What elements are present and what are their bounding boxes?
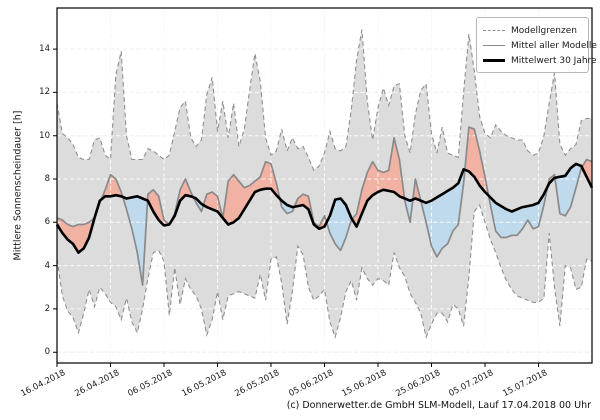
legend-label: Mittel aller Modelle (511, 40, 597, 51)
legend-item-model-mean: Mittel aller Modelle (483, 38, 597, 53)
y-axis-title: Mittlere Sonnenscheindauer [h] (12, 110, 24, 261)
y-tick-label: 10 (39, 130, 50, 141)
legend-label: Mittelwert 30 Jahre (511, 55, 597, 66)
dashed-line-icon (483, 30, 505, 31)
legend-item-climate-mean: Mittelwert 30 Jahre (483, 53, 597, 68)
legend-item-model-bounds: Modellgrenzen (483, 23, 582, 38)
legend: Modellgrenzen Mittel aller Modelle Mitte… (476, 17, 597, 73)
model-max-line (56, 29, 592, 172)
gray-line-icon (483, 45, 505, 46)
model-mean-line (56, 126, 593, 286)
model-min-line (56, 203, 593, 339)
y-tick-label: 6 (44, 217, 50, 228)
black-line-icon (483, 59, 505, 62)
axis-ticks (53, 48, 539, 367)
y-tick-label: 8 (44, 174, 50, 184)
climate-mean-30y-line (55, 162, 594, 254)
legend-label: Modellgrenzen (511, 25, 577, 36)
y-tick-label: 12 (39, 87, 50, 98)
y-tick-label: 14 (39, 44, 50, 55)
copyright-caption: (c) Donnerwetter.de GmbH SLM-Modell, Lau… (286, 400, 591, 411)
y-tick-label: 2 (44, 303, 50, 314)
y-tick-label: 0 (44, 347, 50, 358)
below-normal-fill (94, 163, 582, 286)
gridlines-overlay (57, 8, 592, 363)
y-tick-label: 4 (44, 260, 50, 271)
